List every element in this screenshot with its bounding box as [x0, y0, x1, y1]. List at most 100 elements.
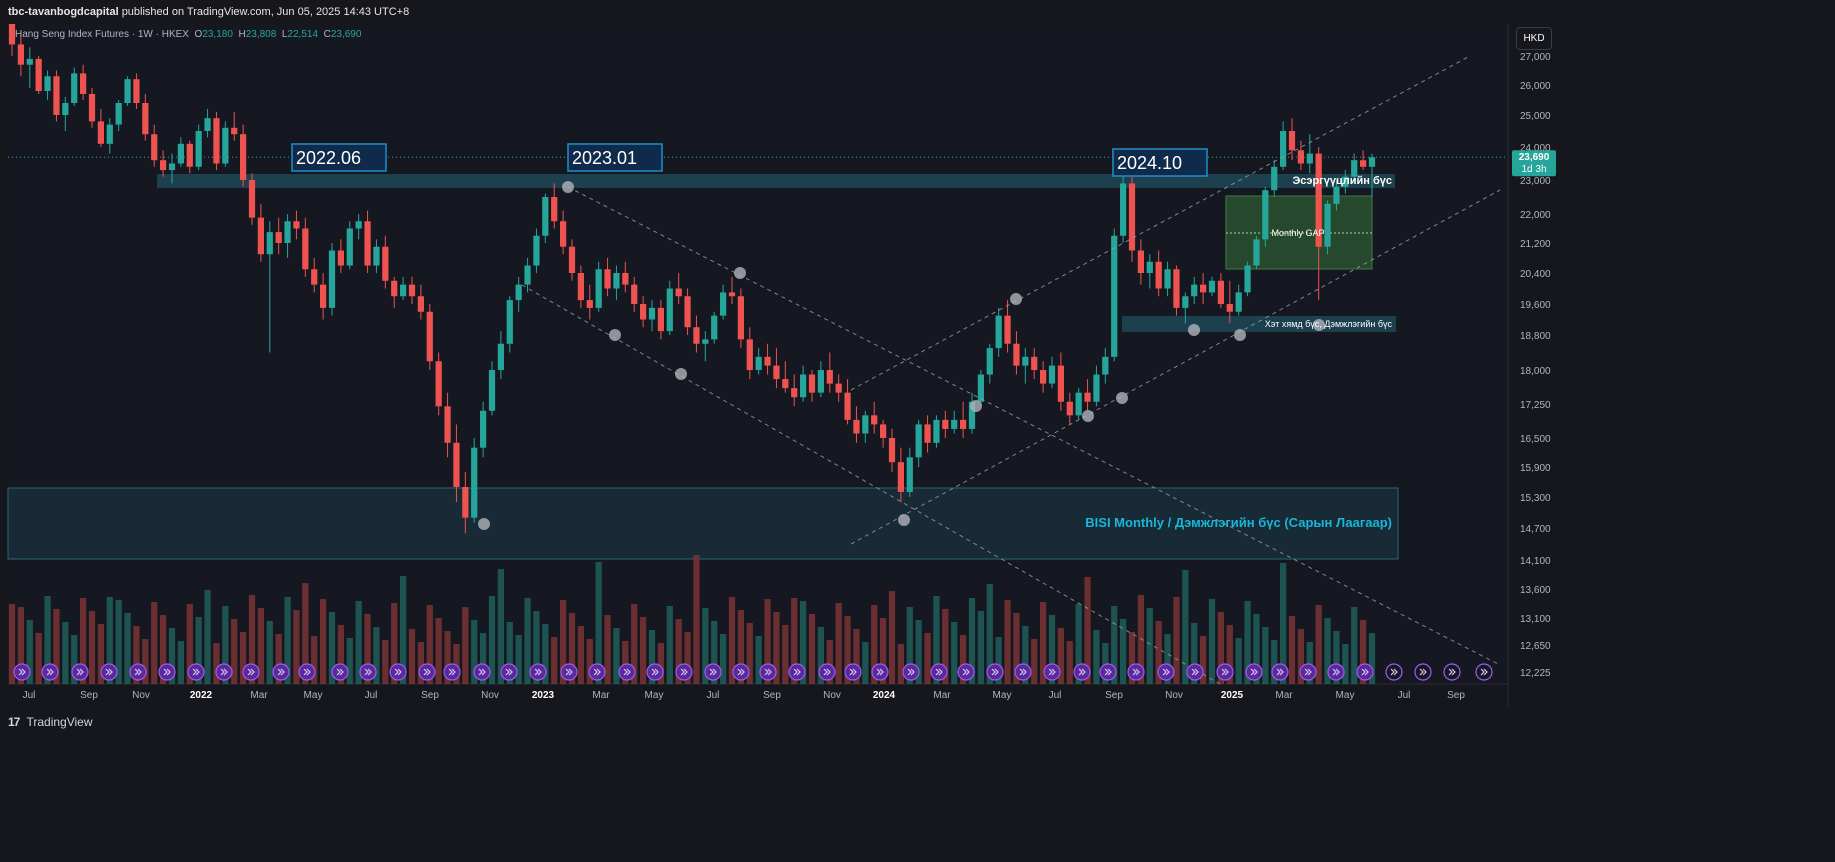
marker-chevron: [534, 668, 542, 676]
volume-bar: [497, 569, 504, 684]
candle-body: [1111, 235, 1118, 357]
volume-bar: [1004, 600, 1011, 684]
pivot-point: [562, 181, 574, 193]
marker-chevron: [336, 668, 344, 676]
volume-bar: [586, 639, 593, 684]
candle-body: [186, 143, 193, 167]
candle-body: [1342, 176, 1349, 187]
marker-chevron: [764, 668, 772, 676]
pivot-point: [898, 514, 910, 526]
candle-body: [1200, 284, 1207, 293]
candle-body: [257, 217, 264, 255]
candle-body: [1315, 153, 1322, 247]
volume-bar: [1333, 631, 1340, 684]
candle-body: [248, 180, 256, 218]
volume-bar: [960, 635, 967, 684]
chevron-right-circle-icon: [1216, 663, 1234, 681]
close-value: 23,690: [330, 29, 362, 40]
pivot-point: [1188, 324, 1200, 336]
volume-bar: [1182, 570, 1189, 684]
volume-bar: [1253, 614, 1260, 684]
x-tick-label: May: [993, 690, 1012, 701]
chevron-right-circle-icon: [1099, 663, 1117, 681]
marker-chevron: [1078, 668, 1086, 676]
x-tick-label: Mar: [250, 690, 268, 701]
y-tick-label: 18,800: [1520, 331, 1551, 342]
pivot-point: [609, 329, 621, 341]
candle-body: [1271, 166, 1278, 191]
volume-bar: [666, 606, 673, 684]
chevron-right-circle-icon: [1356, 663, 1374, 681]
candle-body: [1066, 401, 1073, 416]
y-tick-label: 14,100: [1520, 556, 1551, 567]
candle-body: [604, 269, 611, 289]
chevron-right-circle-icon: [298, 663, 316, 681]
volume-bar: [1360, 620, 1367, 684]
candle-body: [640, 304, 647, 320]
chevron-right-circle-icon: [646, 663, 664, 681]
marker-chevron: [593, 668, 601, 676]
chart-canvas[interactable]: 27,000 26,000 25,000 24,000 23,000 22,000 21,2…: [0, 0, 1568, 737]
chevron-right-circle-icon: [13, 663, 31, 681]
marker-chevron: [478, 668, 486, 676]
marker-chevron: [220, 668, 228, 676]
candle-body: [551, 197, 558, 222]
volume-bar: [1048, 615, 1056, 684]
volume-bar: [337, 625, 344, 684]
symbol-name[interactable]: Hang Seng Index Futures · 1W · HKEX: [15, 29, 189, 40]
tradingview-logo-icon[interactable]: 17: [8, 715, 20, 729]
volume-bar: [560, 600, 567, 684]
marker-chevron: [303, 668, 311, 676]
chevron-right-circle-icon: [71, 663, 89, 681]
volume-bar: [968, 598, 976, 684]
chevron-right-circle-icon: [473, 663, 491, 681]
candle-body: [1173, 269, 1180, 308]
candle-body: [1155, 261, 1162, 289]
candle-body: [160, 160, 167, 171]
volume-bar: [382, 640, 389, 684]
candle-body: [817, 370, 824, 393]
candle-body: [675, 288, 682, 297]
zone-label: Monthly GAP: [1271, 228, 1324, 238]
candle-body: [311, 269, 318, 285]
volume-bar: [622, 641, 629, 684]
volume-bar: [373, 627, 380, 684]
volume-bar: [711, 621, 718, 684]
candle-body: [622, 273, 629, 285]
candle-body: [728, 292, 736, 297]
ascending-channel-lower: [850, 189, 1501, 545]
volume-bar: [204, 590, 211, 684]
marker-chevron: [1332, 668, 1340, 676]
publisher-name[interactable]: tbc-tavanbogdcapital: [8, 6, 119, 18]
candle-body: [44, 76, 51, 91]
candle-body: [977, 374, 984, 402]
candle-body: [1093, 374, 1100, 402]
chevron-right-circle-icon: [704, 663, 722, 681]
date-box-label: 2023.01: [572, 148, 637, 168]
date-box-label: 2022.06: [296, 148, 361, 168]
candle-body: [1208, 280, 1216, 293]
chevron-right-circle-icon: [675, 663, 693, 681]
marker-circle: [1475, 663, 1493, 681]
volume-bar: [1128, 632, 1136, 684]
candle-body: [888, 438, 896, 463]
x-tick-label: Mar: [933, 690, 951, 701]
volume-bar: [222, 606, 229, 684]
chevron-right-circle-icon: [1271, 663, 1289, 681]
chevron-right-circle-icon: [242, 663, 260, 681]
candle-body: [133, 79, 140, 103]
marker-chevron: [935, 668, 943, 676]
candle-body: [240, 134, 247, 180]
candle-body: [453, 442, 460, 487]
brand-name[interactable]: TradingView: [26, 715, 93, 729]
marker-chevron: [1132, 668, 1140, 676]
open-value: 23,180: [202, 29, 233, 40]
marker-chevron: [134, 668, 142, 676]
currency-button[interactable]: HKD: [1516, 27, 1552, 50]
candle-body: [924, 424, 931, 443]
marker-chevron: [448, 668, 456, 676]
volume-bar: [551, 637, 558, 684]
volume-bar: [888, 591, 896, 684]
candle-body: [400, 284, 407, 297]
volume-bar: [97, 624, 104, 684]
